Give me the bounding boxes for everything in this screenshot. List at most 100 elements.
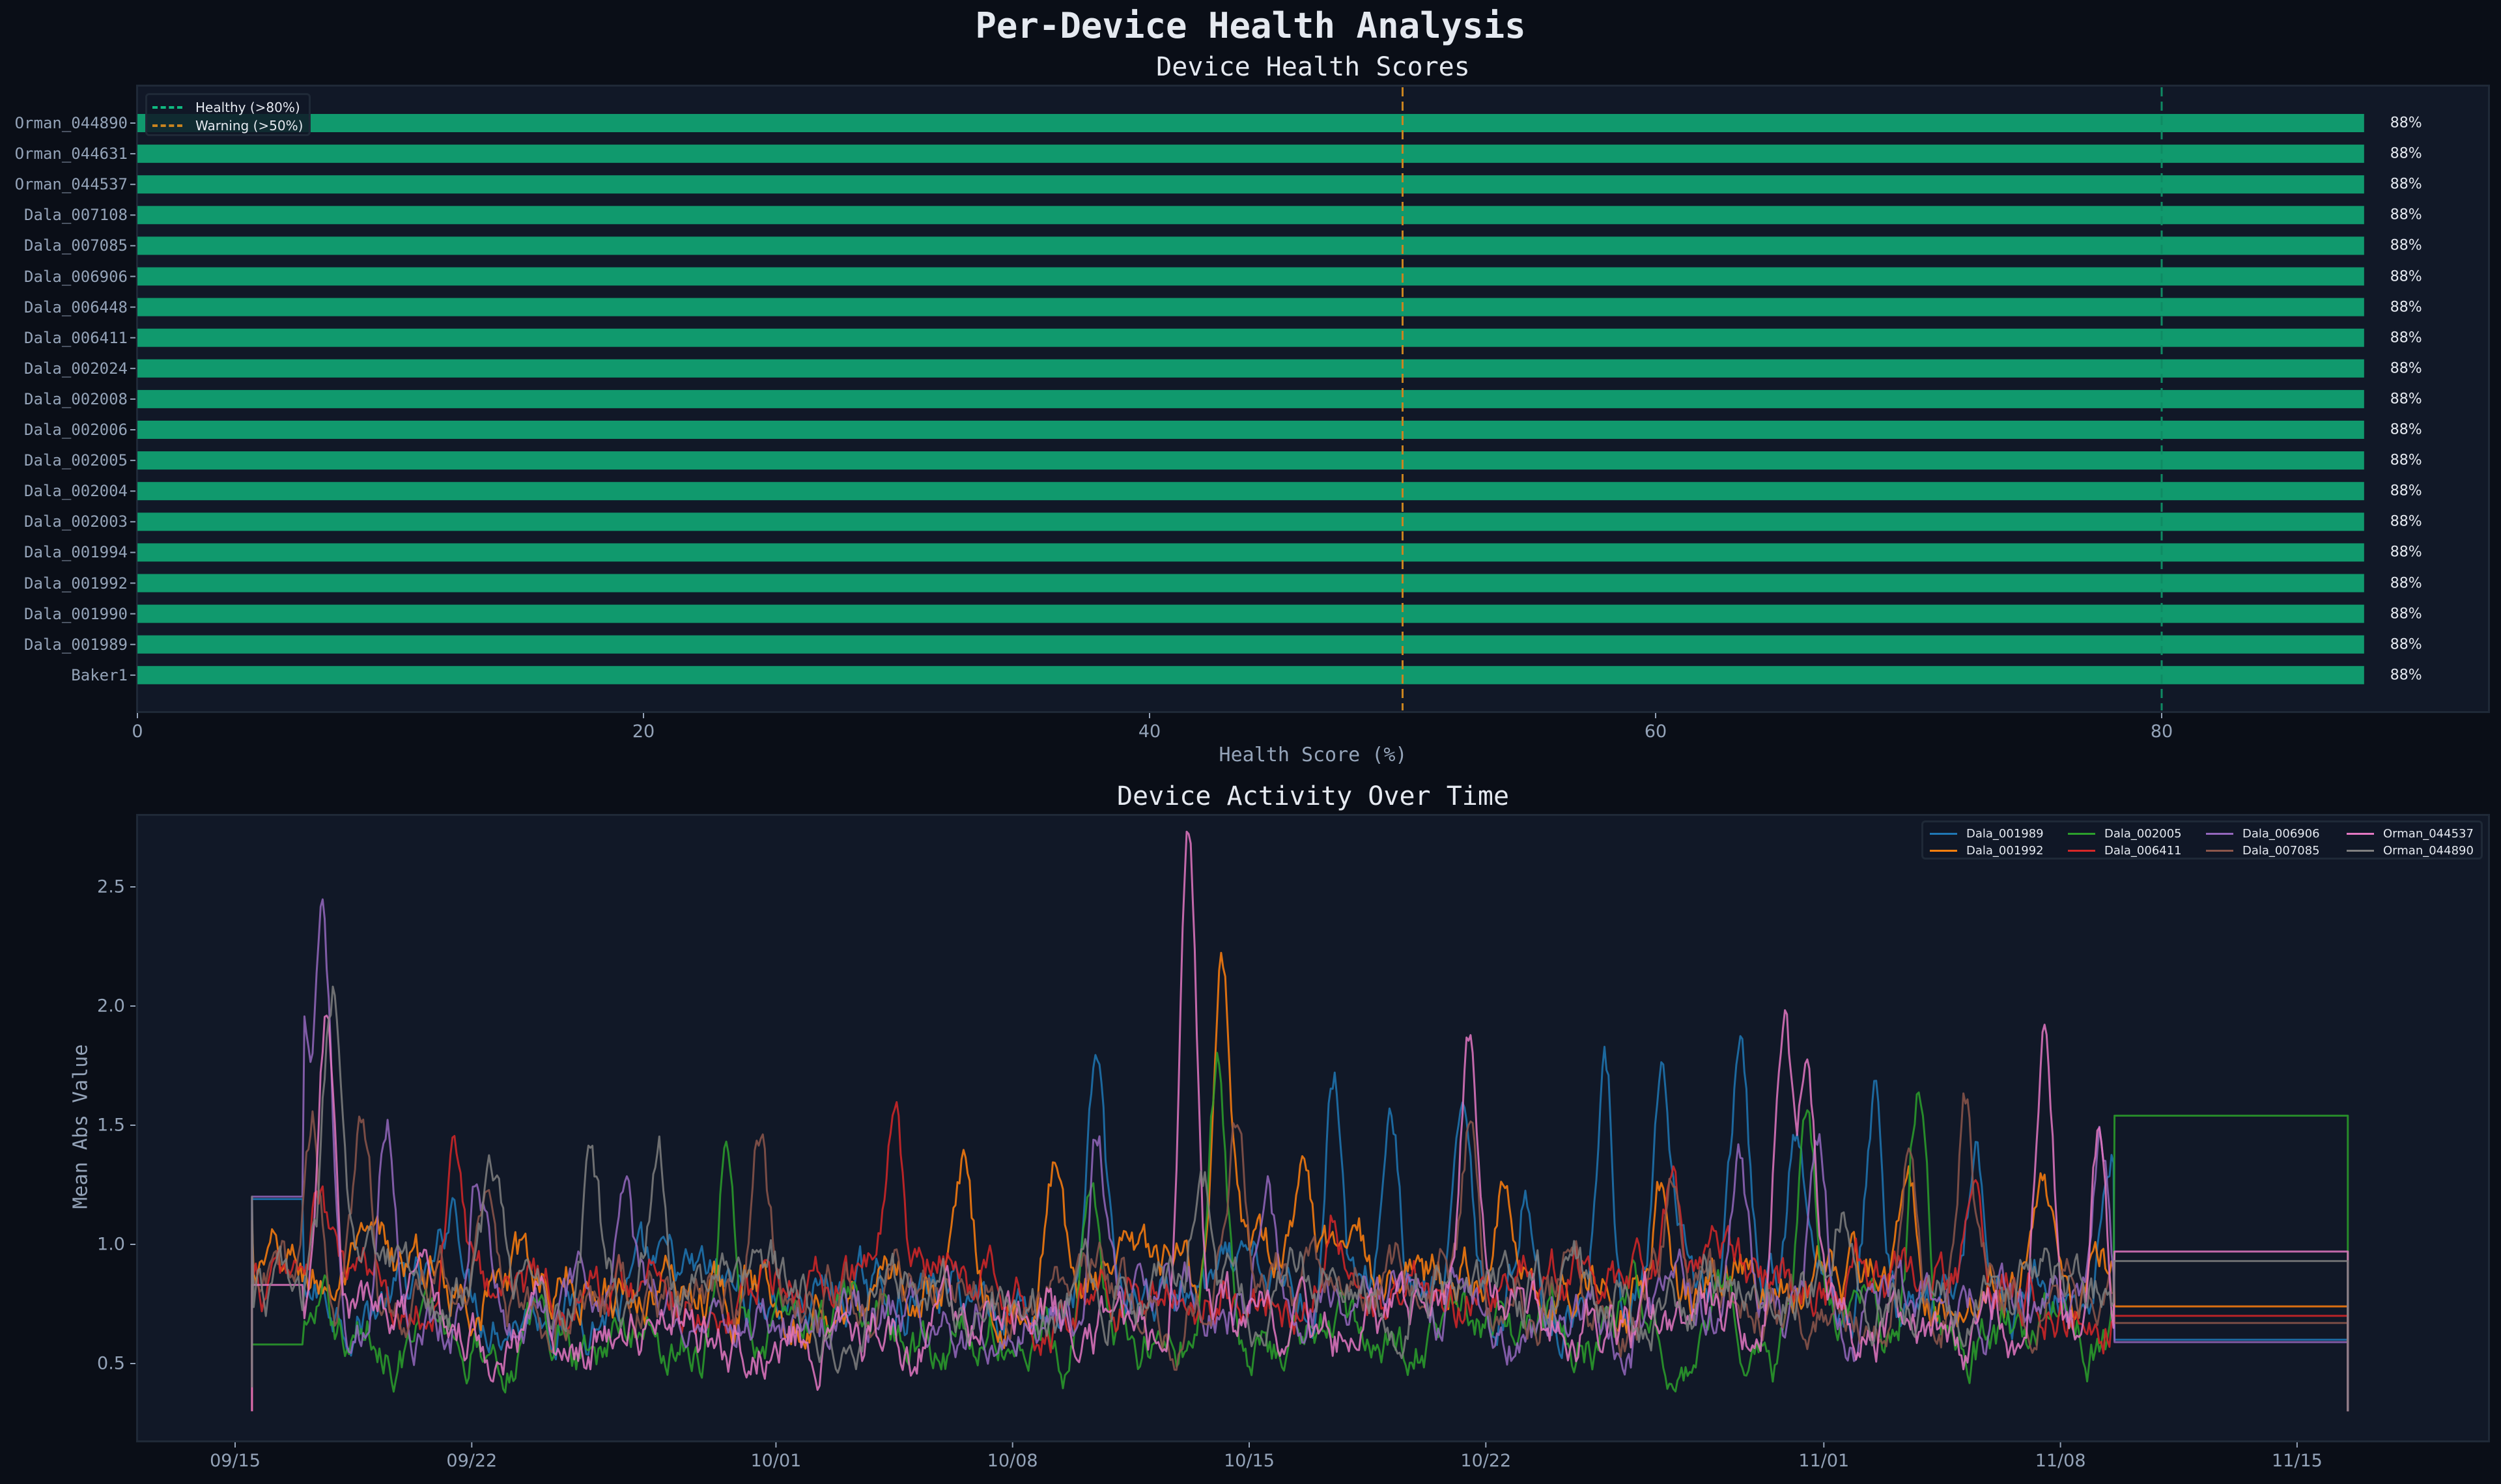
y-tick-label: 2.0 — [97, 996, 125, 1016]
legend-item-healthy: Healthy (>80%) — [152, 99, 300, 116]
health-bar — [137, 298, 2364, 316]
health-bar — [137, 328, 2364, 347]
health-value-label: 88% — [2390, 513, 2422, 530]
device-label: Dala_006906 — [24, 267, 128, 286]
health-value-label: 88% — [2390, 176, 2422, 193]
device-label: Dala_001989 — [24, 635, 128, 654]
dashed-line-icon — [152, 106, 182, 109]
line-swatch-icon — [2206, 849, 2233, 852]
health-bar — [137, 114, 2364, 132]
health-value-label: 88% — [2390, 237, 2422, 254]
health-bar — [137, 512, 2364, 531]
health-value-label: 88% — [2390, 329, 2422, 346]
health-bar — [137, 421, 2364, 439]
health-bar — [137, 389, 2364, 408]
health-value-label: 88% — [2390, 452, 2422, 469]
device-label: Dala_002004 — [24, 482, 128, 501]
legend-item-dala_007085: Dala_007085 — [2206, 843, 2320, 858]
device-label: Dala_006448 — [24, 298, 128, 316]
device-label: Dala_001990 — [24, 604, 128, 623]
health-bar — [137, 574, 2364, 593]
device-label: Orman_044537 — [14, 175, 128, 194]
health-bar — [137, 635, 2364, 654]
legend-label: Dala_001989 — [1966, 826, 2044, 841]
x-tick-label: 20 — [632, 721, 655, 742]
x-tick-label: 10/01 — [750, 1451, 802, 1471]
x-tick-label: 0 — [132, 721, 143, 742]
device-label: Dala_002003 — [24, 512, 128, 531]
line-swatch-icon — [2347, 832, 2374, 835]
x-tick-label: 60 — [1644, 721, 1667, 742]
health-value-label: 88% — [2390, 206, 2422, 223]
legend-label: Healthy (>80%) — [195, 100, 300, 115]
health-bar — [137, 145, 2364, 163]
health-value-label: 88% — [2390, 391, 2422, 408]
health-bar — [137, 206, 2364, 225]
activity-chart-legend: Dala_001989 Dala_001992 Dala_002005 Dala_00… — [1921, 820, 2483, 860]
health-bar — [137, 604, 2364, 623]
health-value-label: 88% — [2390, 606, 2422, 623]
x-tick-label: 40 — [1138, 721, 1161, 742]
legend-label: Dala_006906 — [2242, 826, 2320, 841]
line-swatch-icon — [1930, 849, 1957, 852]
health-chart-svg — [130, 87, 2364, 718]
x-tick-label: 11/15 — [2271, 1451, 2323, 1471]
device-label: Dala_006411 — [24, 328, 128, 347]
legend-item-dala_006411: Dala_006411 — [2068, 843, 2182, 858]
device-label: Dala_002008 — [24, 389, 128, 408]
health-bar — [137, 236, 2364, 255]
health-value-label: 88% — [2390, 360, 2422, 377]
x-tick-label: 10/22 — [1460, 1451, 1512, 1471]
device-label: Orman_044890 — [14, 114, 128, 132]
x-tick-label: 11/08 — [2035, 1451, 2086, 1471]
legend-label: Dala_006411 — [2104, 843, 2182, 858]
device-label: Orman_044631 — [14, 145, 128, 163]
line-swatch-icon — [2068, 849, 2095, 852]
health-bar — [137, 267, 2364, 286]
y-tick-label: 1.0 — [97, 1234, 125, 1255]
series-line-orman_044537 — [251, 830, 2349, 1412]
legend-label: Dala_002005 — [2104, 826, 2182, 841]
line-swatch-icon — [2206, 832, 2233, 835]
legend-item-dala_006906: Dala_006906 — [2206, 826, 2320, 841]
health-value-label: 88% — [2390, 268, 2422, 285]
y-tick-label: 1.5 — [97, 1115, 125, 1136]
legend-item-warning: Warning (>50%) — [152, 117, 303, 134]
health-value-label: 88% — [2390, 145, 2422, 162]
device-label: Dala_002005 — [24, 451, 128, 470]
y-tick-label: 0.5 — [97, 1353, 125, 1374]
legend-item-dala_002005: Dala_002005 — [2068, 826, 2182, 841]
legend-item-dala_001992: Dala_001992 — [1930, 843, 2044, 858]
health-value-label: 88% — [2390, 636, 2422, 653]
legend-label: Dala_007085 — [2242, 843, 2320, 858]
x-tick-label: 10/08 — [987, 1451, 1038, 1471]
health-value-label: 88% — [2390, 483, 2422, 499]
dashed-line-icon — [152, 124, 182, 127]
activity-chart-y-label: Mean Abs Value — [69, 1044, 92, 1209]
series-line-orman_044890 — [251, 985, 2349, 1412]
x-tick-label: 80 — [2150, 721, 2173, 742]
health-value-label: 88% — [2390, 115, 2422, 132]
x-tick-label: 09/15 — [210, 1451, 261, 1471]
health-chart-title: Device Health Scores — [1156, 52, 1470, 82]
device-label: Dala_007108 — [24, 206, 128, 225]
legend-item-dala_001989: Dala_001989 — [1930, 826, 2044, 841]
health-bar — [137, 359, 2364, 378]
device-label: Dala_002006 — [24, 421, 128, 439]
device-label: Dala_001992 — [24, 574, 128, 593]
x-tick-label: 11/01 — [1798, 1451, 1850, 1471]
health-chart-legend: Healthy (>80%) Warning (>50%) — [145, 93, 311, 136]
series-line-dala_006906 — [251, 898, 2349, 1412]
figure-title: Per-Device Health Analysis — [975, 5, 1526, 46]
x-tick-label: 09/22 — [446, 1451, 498, 1471]
legend-label: Orman_044537 — [2383, 826, 2474, 841]
legend-label: Warning (>50%) — [195, 118, 304, 133]
y-tick-label: 2.5 — [97, 876, 125, 897]
line-swatch-icon — [2347, 849, 2374, 852]
health-value-label: 88% — [2390, 299, 2422, 316]
activity-chart-title: Device Activity Over Time — [1116, 781, 1510, 811]
legend-item-orman_044890: Orman_044890 — [2347, 843, 2474, 858]
series-line-dala_002005 — [251, 1052, 2349, 1412]
device-label: Dala_007085 — [24, 236, 128, 255]
